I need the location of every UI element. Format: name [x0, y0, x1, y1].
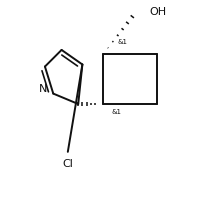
Text: &1: &1	[118, 39, 128, 45]
Text: OH: OH	[149, 7, 166, 17]
Text: &1: &1	[112, 109, 122, 115]
Text: Cl: Cl	[62, 159, 73, 169]
Text: N: N	[39, 84, 47, 94]
